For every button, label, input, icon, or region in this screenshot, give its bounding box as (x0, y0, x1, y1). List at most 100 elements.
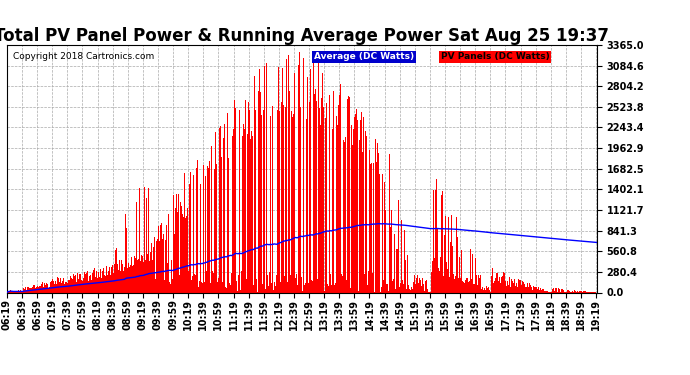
Bar (284, 276, 285, 292)
Bar (295, 278, 296, 292)
Bar (142, 256, 143, 292)
Bar (355, 114, 356, 292)
Bar (443, 276, 444, 292)
Bar (509, 277, 510, 292)
Bar (104, 274, 105, 292)
Bar (179, 274, 180, 292)
Bar (66, 282, 68, 292)
Bar (483, 290, 484, 292)
Bar (138, 259, 139, 292)
Bar (248, 271, 249, 292)
Bar (98, 272, 99, 292)
Bar (129, 267, 130, 292)
Bar (484, 288, 485, 292)
Bar (38, 287, 39, 292)
Bar (510, 287, 511, 292)
Bar (222, 282, 223, 292)
Bar (77, 273, 78, 292)
Bar (244, 129, 245, 292)
Bar (567, 290, 568, 292)
Bar (350, 288, 351, 292)
Bar (506, 286, 507, 292)
Bar (131, 257, 132, 292)
Bar (323, 77, 324, 292)
Bar (570, 290, 571, 292)
Bar (101, 278, 102, 292)
Bar (437, 229, 438, 292)
Bar (319, 275, 320, 292)
Bar (555, 288, 556, 292)
Bar (39, 286, 40, 292)
Bar (375, 282, 376, 292)
Bar (496, 273, 497, 292)
Bar (341, 274, 342, 292)
Bar (191, 280, 192, 292)
Bar (249, 110, 250, 292)
Bar (358, 291, 359, 292)
Bar (435, 190, 436, 292)
Bar (473, 284, 474, 292)
Text: PV Panels (DC Watts): PV Panels (DC Watts) (440, 53, 549, 62)
Bar (525, 287, 526, 292)
Bar (154, 237, 155, 292)
Bar (275, 286, 276, 292)
Bar (303, 58, 304, 292)
Bar (377, 143, 378, 292)
Bar (81, 274, 82, 292)
Bar (498, 281, 499, 292)
Bar (215, 132, 216, 292)
Bar (544, 291, 546, 292)
Bar (534, 286, 535, 292)
Bar (393, 279, 394, 292)
Bar (581, 291, 582, 292)
Bar (546, 291, 547, 292)
Bar (170, 284, 171, 292)
Bar (125, 203, 126, 292)
Bar (558, 288, 559, 292)
Bar (366, 136, 367, 292)
Bar (241, 136, 243, 292)
Bar (135, 258, 136, 292)
Bar (372, 273, 373, 292)
Bar (83, 278, 84, 292)
Bar (390, 227, 391, 292)
Bar (501, 277, 502, 292)
Bar (107, 265, 108, 292)
Bar (228, 158, 229, 292)
Bar (368, 122, 369, 292)
Bar (381, 287, 382, 292)
Bar (194, 274, 195, 292)
Bar (230, 285, 231, 292)
Bar (159, 242, 160, 292)
Bar (400, 283, 401, 292)
Bar (155, 279, 156, 292)
Bar (397, 249, 398, 292)
Bar (497, 273, 498, 292)
Bar (361, 112, 362, 292)
Bar (238, 275, 239, 292)
Bar (576, 291, 578, 292)
Bar (359, 279, 360, 292)
Bar (313, 285, 315, 292)
Bar (47, 284, 48, 292)
Bar (143, 262, 144, 292)
Bar (268, 286, 269, 292)
Bar (278, 67, 279, 292)
Bar (432, 261, 433, 292)
Bar (436, 178, 437, 292)
Bar (376, 162, 377, 292)
Bar (461, 250, 462, 292)
Bar (318, 58, 319, 292)
Bar (141, 255, 142, 292)
Bar (294, 73, 295, 292)
Bar (196, 194, 197, 292)
Bar (265, 288, 266, 292)
Bar (70, 276, 71, 292)
Bar (321, 98, 322, 292)
Bar (130, 265, 131, 292)
Bar (413, 282, 414, 292)
Bar (467, 278, 468, 292)
Bar (57, 277, 58, 292)
Bar (445, 216, 446, 292)
Bar (554, 291, 555, 292)
